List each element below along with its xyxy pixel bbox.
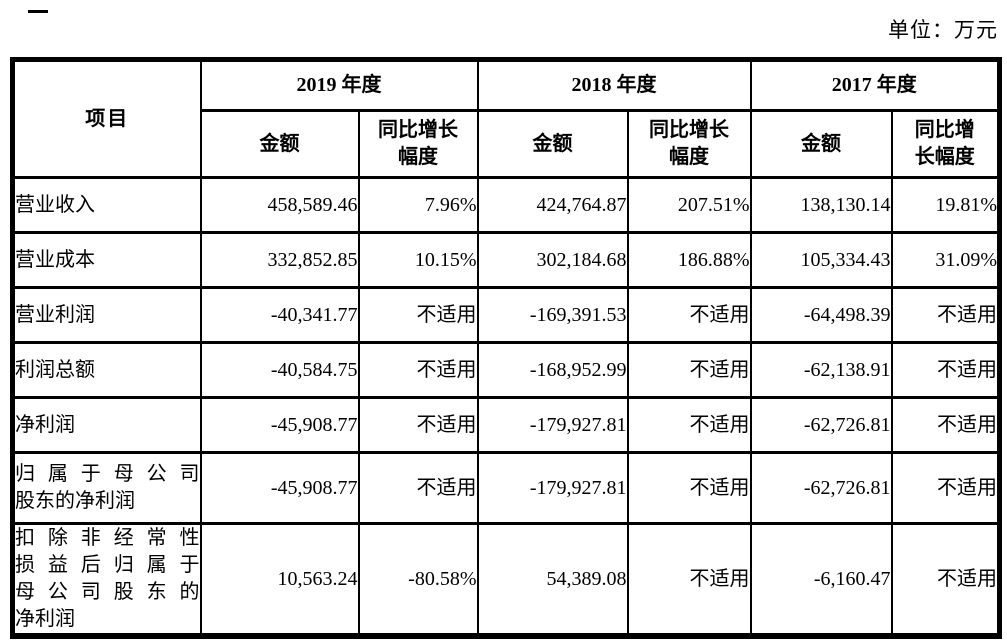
cell-value: -179,927.81 bbox=[476, 396, 629, 454]
row-label-text: 营业成本 bbox=[15, 248, 95, 271]
cell-value: -64,498.39 bbox=[749, 286, 893, 344]
header-yoy-2018: 同比增长 幅度 bbox=[626, 109, 752, 179]
cell-value: 不适用 bbox=[626, 396, 752, 454]
cell-value: 10,563.24 bbox=[199, 522, 360, 638]
cell-value: 不适用 bbox=[890, 396, 1001, 454]
cell-value: -40,584.75 bbox=[199, 341, 360, 399]
table-row-cost: 营业成本 332,852.85 10.15% 302,184.68 186.88… bbox=[11, 231, 1001, 289]
row-label: 营业利润 bbox=[11, 286, 202, 344]
cell-value: -62,726.81 bbox=[749, 451, 893, 525]
cell-value: 19.81% bbox=[890, 176, 1001, 234]
stray-dash-mark bbox=[28, 10, 48, 13]
header-yoy-2017: 同比增 长幅度 bbox=[890, 109, 1001, 179]
row-label-text: 利润总额 bbox=[15, 358, 95, 381]
header-yoy-2017-line1: 同比增 bbox=[914, 119, 975, 141]
cell-value: 105,334.43 bbox=[749, 231, 893, 289]
row-label-text: 净利润 bbox=[15, 413, 75, 436]
header-yoy-2017-lines: 同比增 长幅度 bbox=[894, 117, 998, 171]
cell-value: 不适用 bbox=[357, 396, 479, 454]
row-label-line: 归属于母公司 bbox=[15, 463, 200, 485]
cell-value: 207.51% bbox=[626, 176, 752, 234]
header-yoy-2019-line1: 同比增长 bbox=[378, 119, 458, 141]
header-yoy-2018-lines: 同比增长 幅度 bbox=[630, 117, 749, 171]
row-label-line: 净利润 bbox=[15, 608, 75, 630]
cell-value: 424,764.87 bbox=[476, 176, 629, 234]
row-label-line: 扣除非经常性 bbox=[15, 527, 200, 549]
cell-value: 54,389.08 bbox=[476, 522, 629, 638]
header-row-years: 项目 2019 年度 2018 年度 2017 年度 bbox=[11, 58, 1001, 179]
table-row-net-profit-parent: 归属于母公司 股东的净利润 -45,908.77 不适用 -179,927.81 … bbox=[11, 451, 1001, 525]
cell-value: 不适用 bbox=[357, 286, 479, 344]
row-label-line: 母公司股东的 bbox=[15, 581, 200, 603]
cell-value: -45,908.77 bbox=[199, 451, 360, 525]
header-yoy-2019-lines: 同比增长 幅度 bbox=[361, 117, 476, 171]
cell-value: -6,160.47 bbox=[749, 522, 893, 638]
row-label-text: 营业收入 bbox=[15, 193, 95, 216]
cell-value: 不适用 bbox=[626, 341, 752, 399]
cell-value: 不适用 bbox=[890, 341, 1001, 399]
header-amount-2017: 金额 bbox=[749, 109, 893, 179]
cell-value: -179,927.81 bbox=[476, 451, 629, 525]
table-row-net-profit-deducted: 扣除非经常性 损益后归属于 母公司股东的 净利润 10,563.24 -80.58% … bbox=[11, 522, 1001, 638]
row-label: 营业收入 bbox=[11, 176, 202, 234]
cell-value: 10.15% bbox=[357, 231, 479, 289]
cell-value: 7.96% bbox=[357, 176, 479, 234]
header-yoy-2019-line2: 幅度 bbox=[398, 146, 438, 168]
row-label: 扣除非经常性 损益后归属于 母公司股东的 净利润 bbox=[11, 522, 202, 638]
header-year-2017: 2017 年度 bbox=[749, 58, 1001, 112]
cell-value: -45,908.77 bbox=[199, 396, 360, 454]
cell-value: 不适用 bbox=[890, 522, 1001, 638]
financial-table: 项目 2019 年度 2018 年度 2017 年度 金额 同比增长 幅度 金额 … bbox=[10, 57, 1002, 639]
header-year-2019: 2019 年度 bbox=[199, 58, 479, 112]
cell-value: -40,341.77 bbox=[199, 286, 360, 344]
cell-value: 不适用 bbox=[626, 286, 752, 344]
header-row-sub: 金额 同比增长 幅度 金额 同比增长 幅度 金额 同比增 长幅度 bbox=[13, 109, 1001, 179]
cell-value: 不适用 bbox=[890, 451, 1001, 525]
table-row-revenue: 营业收入 458,589.46 7.96% 424,764.87 207.51%… bbox=[11, 176, 1001, 234]
row-label-text: 营业利润 bbox=[15, 303, 95, 326]
cell-value: 不适用 bbox=[626, 522, 752, 638]
cell-value: 不适用 bbox=[357, 341, 479, 399]
unit-label: 单位：万元 bbox=[888, 18, 998, 42]
cell-value: 186.88% bbox=[626, 231, 752, 289]
table-row-total-profit: 利润总额 -40,584.75 不适用 -168,952.99 不适用 -62,… bbox=[11, 341, 1001, 399]
cell-value: 31.09% bbox=[890, 231, 1001, 289]
cell-value: -62,138.91 bbox=[749, 341, 893, 399]
header-item: 项目 bbox=[11, 58, 202, 179]
header-yoy-2018-line1: 同比增长 bbox=[649, 119, 729, 141]
row-label: 归属于母公司 股东的净利润 bbox=[11, 451, 202, 525]
cell-value: 不适用 bbox=[626, 451, 752, 525]
row-label-line: 损益后归属于 bbox=[15, 554, 200, 576]
cell-value: -168,952.99 bbox=[476, 341, 629, 399]
cell-value: -80.58% bbox=[357, 522, 479, 638]
cell-value: 138,130.14 bbox=[749, 176, 893, 234]
header-year-2018: 2018 年度 bbox=[476, 58, 752, 112]
row-label: 净利润 bbox=[11, 396, 202, 454]
row-label: 利润总额 bbox=[11, 341, 202, 399]
cell-value: -62,726.81 bbox=[749, 396, 893, 454]
table-row-operating-profit: 营业利润 -40,341.77 不适用 -169,391.53 不适用 -64,… bbox=[11, 286, 1001, 344]
row-label: 营业成本 bbox=[11, 231, 202, 289]
header-yoy-2018-line2: 幅度 bbox=[669, 146, 709, 168]
cell-value: -169,391.53 bbox=[476, 286, 629, 344]
header-yoy-2017-line2: 长幅度 bbox=[914, 146, 975, 168]
table-row-net-profit: 净利润 -45,908.77 不适用 -179,927.81 不适用 -62,7… bbox=[11, 396, 1001, 454]
row-label-line: 股东的净利润 bbox=[15, 490, 135, 512]
cell-value: 332,852.85 bbox=[199, 231, 360, 289]
cell-value: 不适用 bbox=[890, 286, 1001, 344]
header-amount-2019: 金额 bbox=[199, 109, 360, 179]
header-amount-2018: 金额 bbox=[476, 109, 629, 179]
cell-value: 458,589.46 bbox=[199, 176, 360, 234]
cell-value: 302,184.68 bbox=[476, 231, 629, 289]
header-yoy-2019: 同比增长 幅度 bbox=[357, 109, 479, 179]
cell-value: 不适用 bbox=[357, 451, 479, 525]
